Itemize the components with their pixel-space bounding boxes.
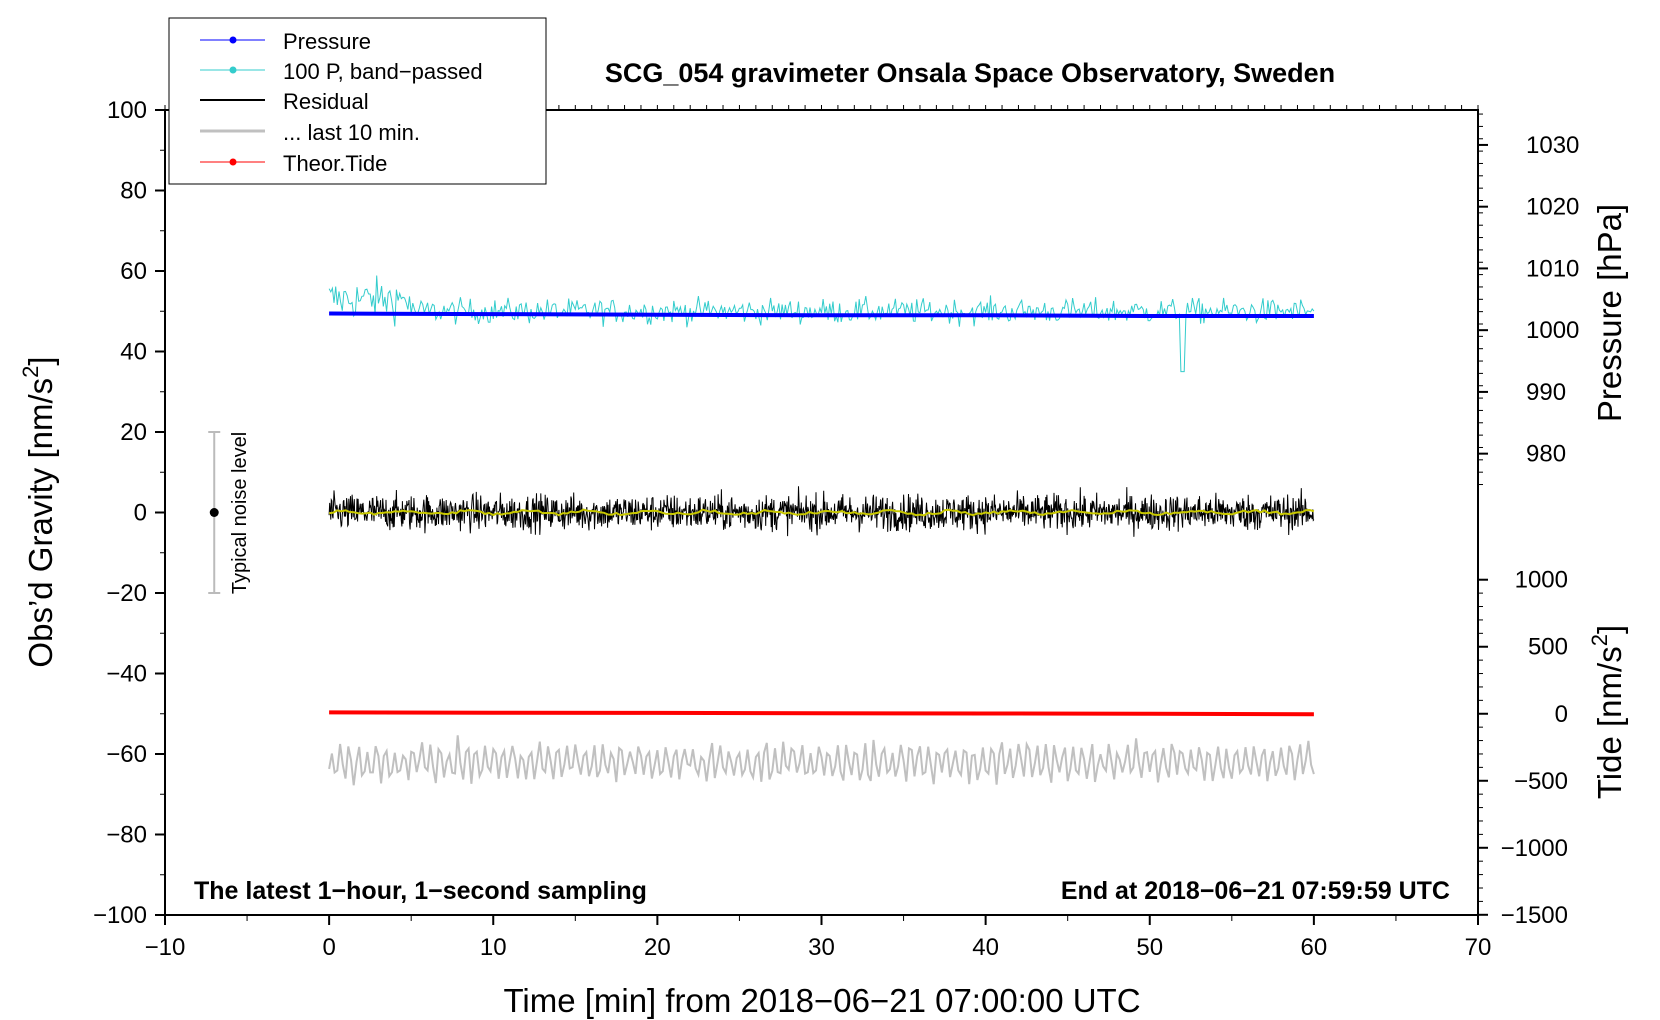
tide-tick-label: 500	[1528, 634, 1568, 661]
x-tick-label: 60	[1301, 934, 1328, 961]
ticks-layer: −10 0 10 20 30 40 50 60 70−100−80−60−40−20020406…	[93, 97, 1579, 961]
x-axis-label: Time [min] from 2018−06−21 07:00:00 UTC	[503, 982, 1140, 1019]
tide-tick-label: −1500	[1501, 902, 1568, 929]
legend-bandpassed-label: 100 P, band−passed	[283, 59, 483, 84]
tide-tick-label: −1000	[1501, 835, 1568, 862]
series-last-10-min	[328, 735, 1315, 786]
pressure-tick-label: 990	[1526, 379, 1566, 406]
noise-series-layer	[328, 275, 1315, 786]
chart-title: SCG_054 gravimeter Onsala Space Observat…	[605, 58, 1335, 88]
annotation-sampling: The latest 1−hour, 1−second sampling	[194, 877, 647, 905]
y-tick-label: 0	[134, 500, 147, 527]
tide-axis-label-end: ]	[1591, 625, 1628, 634]
y-axis-label-end: ]	[22, 356, 59, 365]
x-tick-label: 50	[1136, 934, 1163, 961]
x-tick-label: 20	[644, 934, 671, 961]
noise-bar-label: Typical noise level	[229, 432, 251, 594]
series-residual	[328, 486, 1315, 537]
series-band-passed-pressure	[328, 275, 1315, 373]
tide-tick-label: 0	[1555, 701, 1568, 728]
tide-tick-label: 1000	[1515, 567, 1568, 594]
legend-tide-label: Theor.Tide	[283, 151, 387, 176]
pressure-axis-label: Pressure [hPa]	[1591, 204, 1628, 422]
x-tick-label: −10	[145, 934, 186, 961]
pressure-tick-label: 1020	[1526, 194, 1579, 221]
series-layer	[208, 311, 1314, 717]
y-tick-label: −40	[106, 661, 147, 688]
y-axis-label-main: Obs’d Gravity [nm/s	[22, 378, 59, 668]
y-tick-label: 20	[120, 419, 147, 446]
legend-bandpassed-marker	[229, 66, 237, 74]
y-axis-label-sup: 2	[18, 366, 43, 378]
legend-tide-marker	[229, 158, 237, 166]
noise-bar-center	[209, 508, 219, 517]
tide-axis-label-main: Tide [nm/s	[1591, 646, 1628, 799]
y-tick-label: −20	[106, 580, 147, 607]
tide-tick-label: −500	[1514, 768, 1568, 795]
y-tick-label: −60	[106, 741, 147, 768]
pressure-tick-label: 1000	[1526, 317, 1579, 344]
legend-last10-label: ... last 10 min.	[283, 120, 420, 145]
x-tick-label: 0	[322, 934, 335, 961]
y-tick-label: −100	[93, 902, 147, 929]
x-tick-label: 40	[972, 934, 999, 961]
pressure-tick-label: 1010	[1526, 255, 1579, 282]
y-axis-label: Obs’d Gravity [nm/s2]	[18, 356, 59, 667]
tide-axis-label: Tide [nm/s2]	[1587, 625, 1628, 799]
legend-pressure-label: Pressure	[283, 29, 371, 54]
series-pressure	[329, 311, 1314, 318]
series-residual-smoothed	[328, 508, 1315, 517]
x-tick-label: 10	[480, 934, 507, 961]
legend-pressure-marker	[229, 36, 237, 44]
y-tick-label: −80	[106, 822, 147, 849]
pressure-tick-label: 1030	[1526, 132, 1579, 159]
legend-residual-label: Residual	[283, 89, 369, 114]
y-tick-label: 100	[107, 97, 147, 124]
legend: Pressure 100 P, band−passed Residual ...…	[168, 17, 547, 185]
annotation-end-time: End at 2018−06−21 07:59:59 UTC	[1061, 877, 1450, 905]
y-tick-label: 60	[120, 258, 147, 285]
y-tick-label: 40	[120, 339, 147, 366]
series-theoretical-tide	[329, 710, 1314, 717]
y-tick-label: 80	[120, 178, 147, 205]
x-tick-label: 70	[1465, 934, 1492, 961]
x-tick-label: 30	[808, 934, 835, 961]
pressure-tick-label: 980	[1526, 441, 1566, 468]
tide-axis-label-sup: 2	[1587, 634, 1612, 646]
